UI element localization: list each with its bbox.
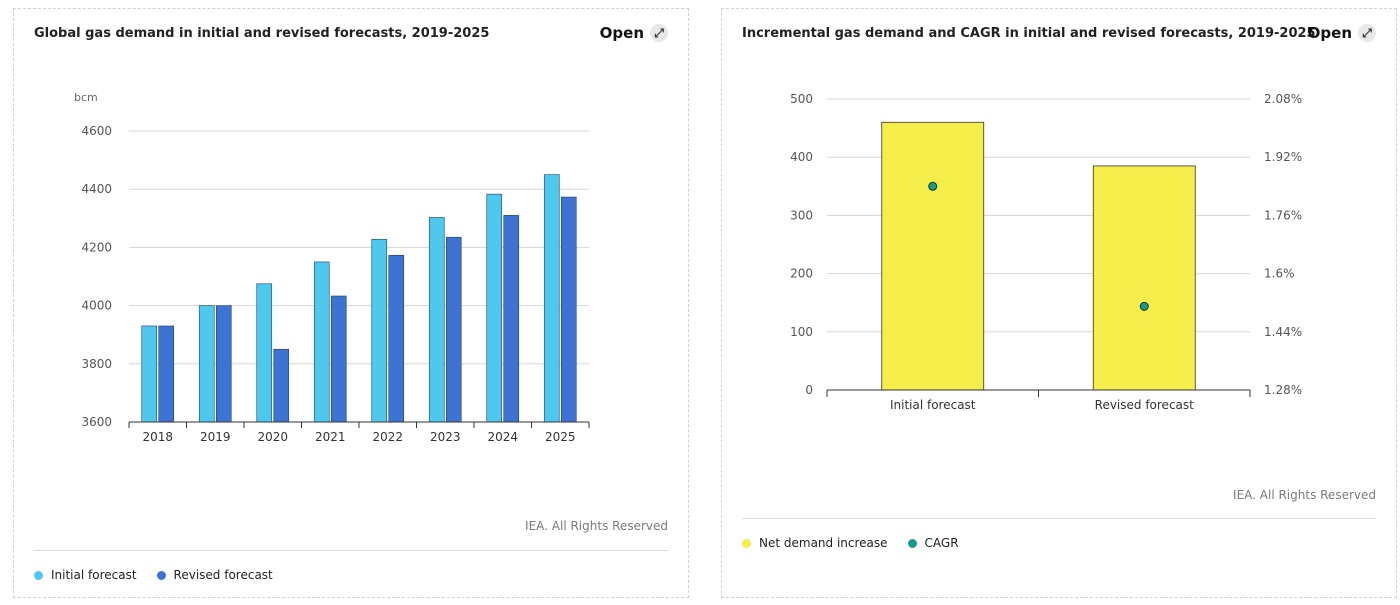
- bar-revised-forecast-2018: [158, 325, 175, 423]
- left-bar-chart: bcm 3600 3800 4000 4200 4400 4600 2018 2019 2020 2…: [74, 91, 590, 444]
- right-y2-tick-label: 1.6%: [1264, 267, 1295, 281]
- right-x-tick-label: Initial forecast: [890, 398, 976, 412]
- left-y-tick-label: 4200: [81, 240, 112, 254]
- expand-icon: ⤢: [650, 24, 668, 42]
- bar-revised-forecast-2021: [330, 295, 347, 423]
- cagr-point-revised-forecast: [1139, 301, 1149, 311]
- bar-net-demand-increase-revised-forecast: [1092, 165, 1196, 391]
- left-x-tick-label: 2022: [372, 430, 403, 444]
- legend-label-net-demand: Net demand increase: [759, 536, 888, 550]
- left-x-tick-label: 2024: [487, 430, 518, 444]
- legend-item-revised-forecast[interactable]: Revised forecast: [156, 568, 273, 582]
- right-y2-tick-label: 1.92%: [1264, 150, 1302, 164]
- bar-initial-forecast-2024: [486, 193, 503, 423]
- legend-dot-initial: [34, 570, 43, 580]
- left-legend-divider: [34, 550, 668, 551]
- right-y-tick-label: 400: [790, 150, 813, 164]
- left-y-axis-label: bcm: [74, 91, 98, 104]
- right-y-tick-label: 500: [790, 92, 813, 106]
- legend-item-initial-forecast[interactable]: Initial forecast: [34, 568, 137, 582]
- left-open-button[interactable]: Open ⤢: [600, 24, 668, 42]
- right-y-tick-label: 300: [790, 208, 813, 222]
- legend-dot-revised: [156, 570, 166, 580]
- expand-icon: ⤢: [1358, 24, 1376, 42]
- right-chart-title: Incremental gas demand and CAGR in initi…: [742, 26, 1316, 41]
- right-chart-panel: Incremental gas demand and CAGR in initi…: [721, 8, 1397, 598]
- legend-item-net-demand-increase[interactable]: Net demand increase: [742, 536, 888, 550]
- right-credit: IEA. All Rights Reserved: [1233, 488, 1376, 502]
- left-y-tick-label: 4000: [81, 299, 112, 313]
- bar-revised-forecast-2019: [215, 305, 232, 423]
- right-y2-tick-label: 2.08%: [1264, 92, 1302, 106]
- bar-net-demand-increase-initial-forecast: [881, 121, 985, 391]
- right-y-tick-label: 200: [790, 267, 813, 281]
- left-credit: IEA. All Rights Reserved: [525, 519, 668, 533]
- bar-revised-forecast-2020: [273, 348, 290, 423]
- legend-dot-cagr: [907, 538, 917, 548]
- left-x-tick-label: 2020: [257, 430, 288, 444]
- bar-initial-forecast-2020: [256, 283, 273, 423]
- legend-label-cagr: CAGR: [924, 536, 959, 550]
- left-y-tick-label: 4400: [81, 182, 112, 196]
- legend-label-revised: Revised forecast: [173, 568, 273, 582]
- bar-revised-forecast-2024: [503, 215, 520, 423]
- left-open-label: Open: [599, 24, 644, 42]
- right-x-tick-label: Revised forecast: [1095, 398, 1195, 412]
- cagr-point-initial-forecast: [928, 181, 938, 191]
- left-chart-panel: Global gas demand in initial and revised…: [13, 8, 689, 598]
- left-x-tick-label: 2019: [200, 430, 231, 444]
- left-x-tick-label: 2023: [430, 430, 461, 444]
- left-chart-title: Global gas demand in initial and revised…: [34, 26, 490, 41]
- left-y-tick-label: 3800: [81, 357, 112, 371]
- right-y2-tick-label: 1.28%: [1264, 383, 1302, 397]
- right-open-label: Open: [1307, 24, 1352, 42]
- left-y-tick-label: 3600: [81, 415, 112, 429]
- left-y-tick-label: 4600: [81, 124, 112, 138]
- right-y2-tick-label: 1.44%: [1264, 325, 1302, 339]
- bar-initial-forecast-2019: [198, 305, 215, 423]
- bar-revised-forecast-2023: [445, 236, 462, 423]
- bar-revised-forecast-2025: [560, 196, 577, 423]
- left-x-tick-label: 2025: [545, 430, 576, 444]
- legend-label-initial: Initial forecast: [51, 568, 137, 582]
- left-x-tick-label: 2018: [142, 430, 173, 444]
- right-y-tick-label: 100: [790, 325, 813, 339]
- bar-initial-forecast-2021: [313, 261, 330, 423]
- bar-initial-forecast-2022: [371, 238, 388, 423]
- right-legend: Net demand increase CAGR: [742, 536, 959, 550]
- legend-item-cagr[interactable]: CAGR: [907, 536, 959, 550]
- right-legend-divider: [742, 518, 1376, 519]
- legend-dot-net-demand: [742, 538, 751, 548]
- right-y-tick-label: 0: [805, 383, 813, 397]
- bar-initial-forecast-2018: [141, 325, 158, 423]
- bar-initial-forecast-2025: [543, 174, 560, 423]
- left-x-tick-label: 2021: [315, 430, 346, 444]
- left-legend: Initial forecast Revised forecast: [34, 568, 273, 582]
- bar-initial-forecast-2023: [428, 217, 445, 423]
- right-y2-tick-label: 1.76%: [1264, 208, 1302, 222]
- right-open-button[interactable]: Open ⤢: [1308, 24, 1376, 42]
- bar-revised-forecast-2022: [388, 254, 405, 423]
- right-combo-chart: 0 100 200 300 400 500 1.28% 1.44% 1.6% 1.76% 1.92%…: [790, 92, 1302, 412]
